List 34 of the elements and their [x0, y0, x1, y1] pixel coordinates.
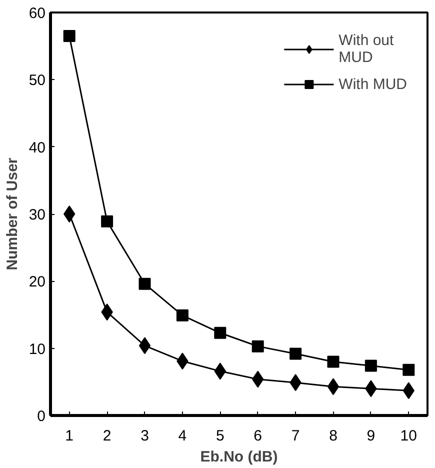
point	[214, 326, 226, 339]
x-tick-label: 8	[329, 428, 338, 444]
y-axis-title: Number of User	[4, 158, 21, 270]
y-tick-label: 50	[28, 72, 46, 90]
x-tick-label: 4	[178, 428, 187, 444]
point	[101, 215, 114, 228]
y-tick-label: 0	[37, 408, 46, 425]
point	[176, 309, 188, 322]
x-tick-label: 2	[102, 428, 112, 444]
y-tick-label: 60	[28, 5, 46, 22]
x-axis-title: Eb.No (dB)	[200, 448, 278, 466]
y-tick-label: 20	[28, 274, 46, 291]
y-tick-label: 30	[28, 206, 46, 224]
legend-label: With MUD	[338, 76, 407, 92]
x-tick-label: 1	[65, 428, 74, 444]
y-tick-label: 10	[28, 340, 46, 358]
point	[327, 356, 340, 368]
point	[63, 30, 76, 42]
point	[64, 206, 76, 222]
legend-label: With out MUD	[338, 32, 394, 66]
point	[138, 337, 151, 354]
y-tick-label: 40	[28, 139, 46, 156]
point	[364, 360, 377, 372]
x-tick-label: 6	[254, 428, 262, 444]
x-tick-label: 9	[366, 428, 376, 444]
point	[252, 340, 264, 352]
point	[402, 364, 415, 376]
x-tick-label: 10	[400, 428, 417, 444]
point	[138, 278, 151, 290]
point	[327, 378, 340, 396]
x-tick-label: 3	[140, 428, 149, 444]
point	[290, 348, 302, 360]
x-tick-label: 7	[291, 428, 300, 444]
x-tick-label: 5	[216, 428, 224, 444]
